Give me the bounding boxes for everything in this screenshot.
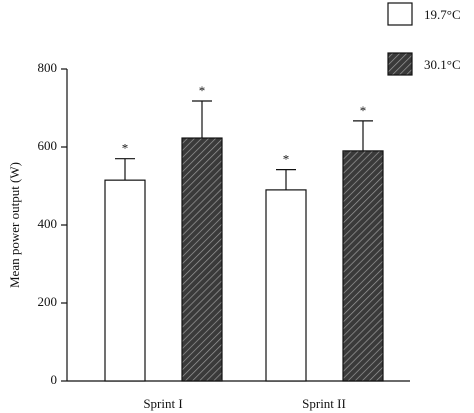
x-tick-label: Sprint II bbox=[302, 396, 346, 411]
y-tick-label: 800 bbox=[38, 60, 58, 75]
y-tick-label: 0 bbox=[51, 372, 58, 387]
legend-swatch bbox=[387, 2, 413, 26]
y-tick-label: 600 bbox=[38, 138, 58, 153]
bar bbox=[104, 179, 146, 382]
x-tick-label: Sprint I bbox=[143, 396, 182, 411]
bar bbox=[181, 137, 223, 382]
y-tick-label: 400 bbox=[38, 216, 58, 231]
legend-label: 30.1°C bbox=[424, 57, 461, 72]
y-axis-label: Mean power output (W) bbox=[7, 162, 22, 288]
legend-swatch bbox=[387, 52, 413, 76]
significance-marker: * bbox=[283, 152, 290, 167]
legend-label: 19.7°C bbox=[424, 7, 461, 22]
y-tick-label: 200 bbox=[38, 294, 58, 309]
bar bbox=[342, 150, 384, 382]
bar bbox=[265, 189, 307, 382]
significance-marker: * bbox=[199, 83, 206, 98]
significance-marker: * bbox=[122, 141, 129, 156]
significance-marker: * bbox=[360, 103, 367, 118]
